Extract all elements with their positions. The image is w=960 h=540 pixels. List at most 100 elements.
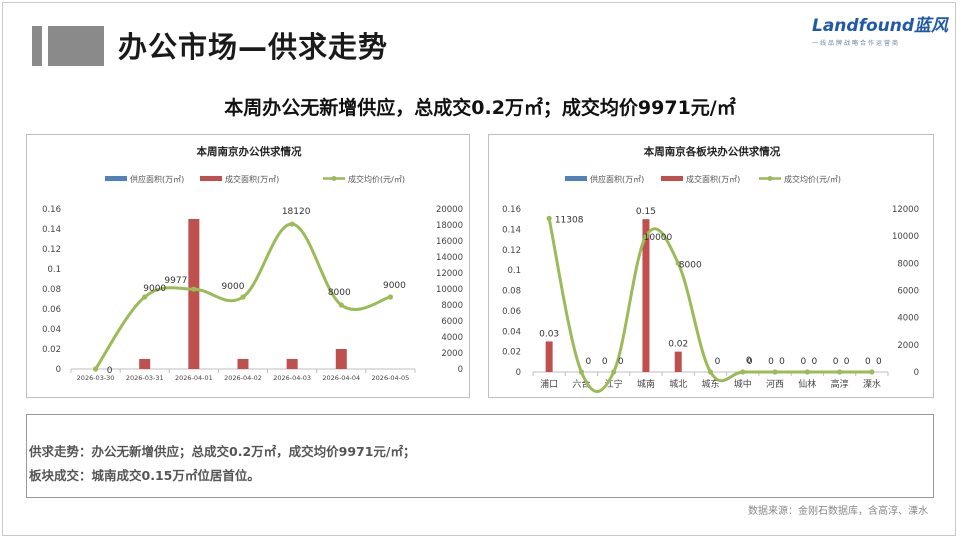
chart-panel-weekly: 本周南京办公供求情况供应面积(万㎡) 成交面积(万㎡) 成交均价(元/㎡) 0 0.02…	[26, 134, 470, 398]
chart1-bar-label-6: 0	[747, 357, 753, 367]
chart0-ytick-right-0: 0	[458, 365, 463, 375]
logo-wordmark: Landfound蓝风	[812, 16, 949, 36]
chart0-bar-deal-4	[286, 359, 298, 369]
chart1-price-point-0	[546, 215, 552, 221]
headline: 本周办公无新增供应，总成交0.2万㎡；成交均价9971元/㎡	[224, 97, 736, 119]
chart0-ytick-right-4: 8000	[441, 301, 463, 311]
chart0-xtick-6: 2026-04-05	[372, 374, 410, 382]
chart0-bar-deal-2	[188, 219, 200, 369]
chart1-title: 本周南京各板块办公供求情况	[644, 145, 781, 158]
chart1-ytick-left-0: 0	[516, 368, 521, 378]
chart0-price-point-6	[387, 294, 394, 300]
chart0-ytick-right-7: 14000	[436, 253, 463, 263]
chart1-price-point-5	[707, 369, 714, 375]
chart0-ytick-right-5: 10000	[436, 285, 463, 295]
chart1-price-point-7	[772, 369, 778, 375]
chart1-xtick-4: 城北	[669, 379, 687, 390]
chart1-bar-deal-0	[545, 341, 553, 372]
chart0-ytick-right-2: 4000	[441, 333, 463, 343]
chart1-ytick-left-5: 0.1	[507, 266, 521, 276]
chart0-ytick-right-3: 6000	[441, 317, 463, 327]
chart0-xtick-0: 2026-03-30	[77, 374, 115, 382]
chart0-data-label-6: 9000	[383, 281, 406, 291]
chart0-legend-label-1: 成交面积(万㎡)	[225, 174, 279, 184]
chart1-ytick-left-6: 0.12	[502, 246, 521, 256]
chart1-legend-swatch-1	[661, 176, 683, 181]
title-accent-bar	[32, 26, 104, 66]
chart1-ytick-left-1: 0.02	[502, 348, 521, 358]
chart1-ytick-right-4: 8000	[897, 259, 919, 269]
chart1-legend-label-2: 成交均价(元/㎡)	[784, 174, 841, 184]
chart1-ytick-right-0: 0	[914, 368, 919, 378]
chart0-ytick-left-0: 0	[56, 365, 61, 375]
chart1-xtick-3: 城南	[637, 378, 655, 390]
chart1-legend-label-1: 成交面积(万㎡)	[686, 174, 740, 184]
chart0-ytick-left-3: 0.06	[42, 305, 61, 315]
chart0-xtick-1: 2026-03-31	[126, 374, 164, 382]
chart1-line-label-3: 10000	[644, 233, 673, 243]
chart1-bar-label-7: 0	[779, 357, 785, 367]
chart1-line-label-0: 11308	[555, 215, 584, 225]
chart1-bar-label-9: 0	[844, 357, 850, 367]
chart0-price-point-2	[191, 286, 197, 292]
chart1-bar-label-4: 0.02	[668, 340, 688, 350]
chart1-price-line	[547, 218, 872, 393]
chart1-bar-label-10: 0	[876, 357, 882, 367]
chart0-price-point-5	[338, 302, 344, 308]
chart1-legend-marker-2	[767, 176, 773, 181]
chart-panel-district: 本周南京各板块办公供求情况 供应面积(万㎡) 成交面积(万㎡) 成交均价(元/㎡) 0 0…	[488, 134, 934, 398]
chart0-ytick-right-9: 18000	[436, 221, 463, 231]
chart0-xtick-5: 2026-04-04	[322, 374, 360, 382]
summary-box: 供求走势：办公无新增供应；总成交0.2万㎡，成交均价9971元/㎡； 板块成交：…	[26, 414, 934, 498]
chart0-ytick-left-2: 0.04	[42, 325, 61, 335]
chart0-legend-label-0: 供应面积(万㎡)	[130, 174, 184, 184]
chart0-ytick-left-1: 0.02	[42, 345, 61, 355]
chart0-data-label-2: 9977	[164, 276, 187, 286]
chart1-line-label-10: 0	[865, 357, 871, 367]
chart0-xtick-4: 2026-04-03	[273, 374, 311, 382]
chart1-xtick-0: 浦口	[540, 378, 558, 390]
chart1-ytick-left-7: 0.14	[502, 225, 521, 235]
page-title: 办公市场—供求走势	[118, 30, 389, 64]
chart1-legend-label-0: 供应面积(万㎡)	[590, 174, 644, 184]
chart1-bar-label-1: 0	[586, 357, 592, 367]
chart1-price-point-1	[578, 369, 585, 375]
chart0-data-label-0: 0	[107, 366, 113, 376]
chart0-xtick-3: 2026-04-02	[224, 374, 262, 382]
chart0-ytick-left-7: 0.14	[42, 225, 61, 235]
chart0-data-label-5: 8000	[328, 288, 351, 298]
chart1-line-label-4: 8000	[679, 260, 702, 270]
data-source-note: 数据来源：金刚石数据库，含高淳、溧水	[748, 506, 928, 517]
chart0-legend-swatch-1	[200, 176, 222, 181]
chart1-line-label-9: 0	[833, 357, 839, 367]
chart1-ytick-right-3: 6000	[897, 287, 919, 297]
chart1-line-label-8: 0	[800, 357, 806, 367]
chart0-data-label-1: 9000	[143, 284, 166, 294]
chart1-legend-swatch-0	[565, 176, 587, 181]
chart0-legend-label-2: 成交均价(元/㎡)	[348, 174, 405, 184]
chart0-ytick-right-1: 2000	[441, 349, 463, 359]
chart1-price-point-6	[740, 369, 746, 375]
chart0-price-point-1	[142, 294, 148, 300]
chart0-legend-swatch-0	[105, 176, 127, 181]
chart1-ytick-right-6: 12000	[892, 205, 919, 215]
chart1-bar-deal-3	[642, 219, 650, 372]
chart0-ytick-right-8: 16000	[436, 237, 463, 247]
chart1-ytick-right-1: 2000	[897, 341, 919, 351]
chart1-xtick-9: 高淳	[831, 378, 849, 390]
chart0-price-point-4	[289, 221, 295, 227]
chart1-price-point-8	[804, 369, 810, 375]
logo-tagline: 一线品牌战略合作运营商	[812, 40, 901, 47]
chart0-title: 本周南京办公供求情况	[197, 145, 302, 158]
chart1-price-point-10	[869, 369, 875, 375]
chart0-data-label-3: 9000	[222, 282, 245, 292]
chart0-xtick-2: 2026-04-01	[175, 374, 213, 382]
chart0-ytick-left-4: 0.08	[42, 285, 61, 295]
chart1-xtick-7: 河西	[766, 378, 784, 390]
chart1-line-label-7: 0	[768, 357, 774, 367]
chart1-bar-label-8: 0	[811, 357, 817, 367]
chart1-xtick-6: 城中	[734, 378, 752, 390]
